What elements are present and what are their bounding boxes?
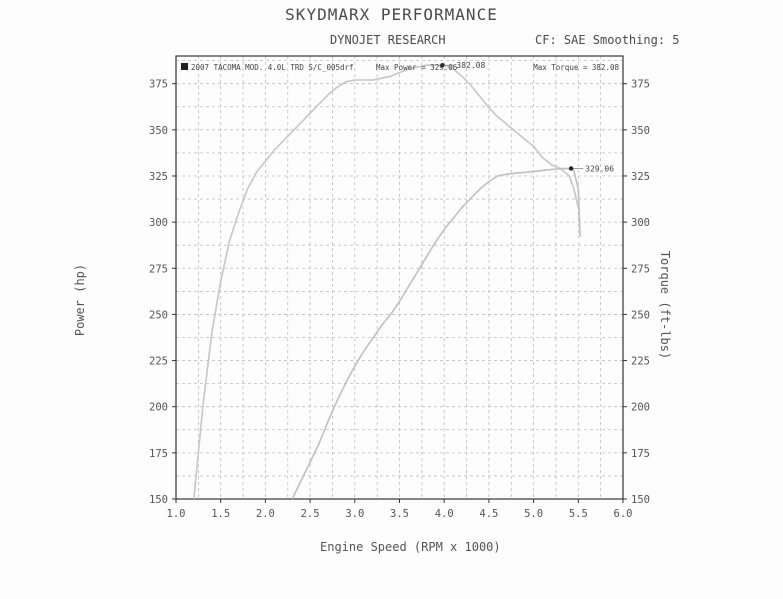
correction-factor-note: CF: SAE Smoothing: 5 — [535, 33, 680, 47]
peak-label: 329.06 — [585, 164, 614, 173]
legend-max-torque: Max Torque = 382.08 — [533, 63, 619, 72]
y-tick-label-right: 150 — [631, 494, 650, 506]
x-tick-label: 1.0 — [167, 508, 186, 520]
peak-marker — [440, 63, 445, 68]
y-tick-label-right: 225 — [631, 356, 650, 368]
x-tick-label: 2.0 — [256, 508, 275, 520]
y-tick-label-left: 325 — [149, 171, 168, 183]
x-tick-label: 6.0 — [614, 508, 633, 520]
torque-series-line — [193, 64, 580, 500]
peak-marker — [568, 166, 574, 171]
y-tick-label-right: 250 — [631, 309, 650, 321]
y-tick-label-left: 275 — [149, 263, 168, 275]
legend-entry: 2007 TACOMA MOD. 4.0L TRD S/C_005drf — [191, 63, 354, 72]
x-tick-label: 5.0 — [524, 508, 543, 520]
y-tick-label-left: 200 — [149, 402, 168, 414]
x-tick-label: 3.5 — [390, 508, 409, 520]
y-tick-label-left: 350 — [149, 125, 168, 137]
y-tick-label-right: 350 — [631, 125, 650, 137]
x-tick-label: 4.0 — [435, 508, 454, 520]
chart-legend: 2007 TACOMA MOD. 4.0L TRD S/C_005drf Max… — [181, 63, 619, 72]
legend-swatch — [181, 63, 188, 70]
chart-ticks: 1.0 1.5 2.0 2.5 3.0 3.5 4.0 4.5 5.0 5.5 6.0 150 150 1… — [149, 79, 650, 520]
y-tick-label-right: 300 — [631, 217, 650, 229]
y-tick-label-right: 200 — [631, 402, 650, 414]
chart-grid — [176, 56, 623, 499]
y-tick-label-right: 175 — [631, 448, 650, 460]
y-tick-label-left: 375 — [149, 79, 168, 91]
x-axis-label: Engine Speed (RPM x 1000) — [320, 540, 501, 554]
y-tick-label-left: 300 — [149, 217, 168, 229]
legend-max-power: Max Power = 329.06 — [376, 63, 458, 72]
y-tick-label-left: 175 — [149, 448, 168, 460]
x-tick-label: 3.0 — [345, 508, 364, 520]
chart-series — [193, 64, 581, 500]
x-tick-label: 2.5 — [301, 508, 320, 520]
y-tick-label-right: 375 — [631, 79, 650, 91]
x-tick-label: 5.5 — [569, 508, 588, 520]
y-tick-label-left: 150 — [149, 494, 168, 506]
power-series-line — [291, 167, 581, 500]
chart-subtitle: DYNOJET RESEARCH — [330, 33, 446, 47]
y-tick-label-left: 250 — [149, 309, 168, 321]
y-tick-label-right: 275 — [631, 263, 650, 275]
x-tick-label: 1.5 — [211, 508, 230, 520]
x-tick-label: 4.5 — [479, 508, 498, 520]
y-tick-label-left: 225 — [149, 356, 168, 368]
chart-annotations: 382.08 329.06 — [440, 61, 614, 173]
peak-label: 382.08 — [456, 61, 485, 70]
chart-title: SKYDMARX PERFORMANCE — [285, 5, 498, 24]
y-tick-label-right: 325 — [631, 171, 650, 183]
